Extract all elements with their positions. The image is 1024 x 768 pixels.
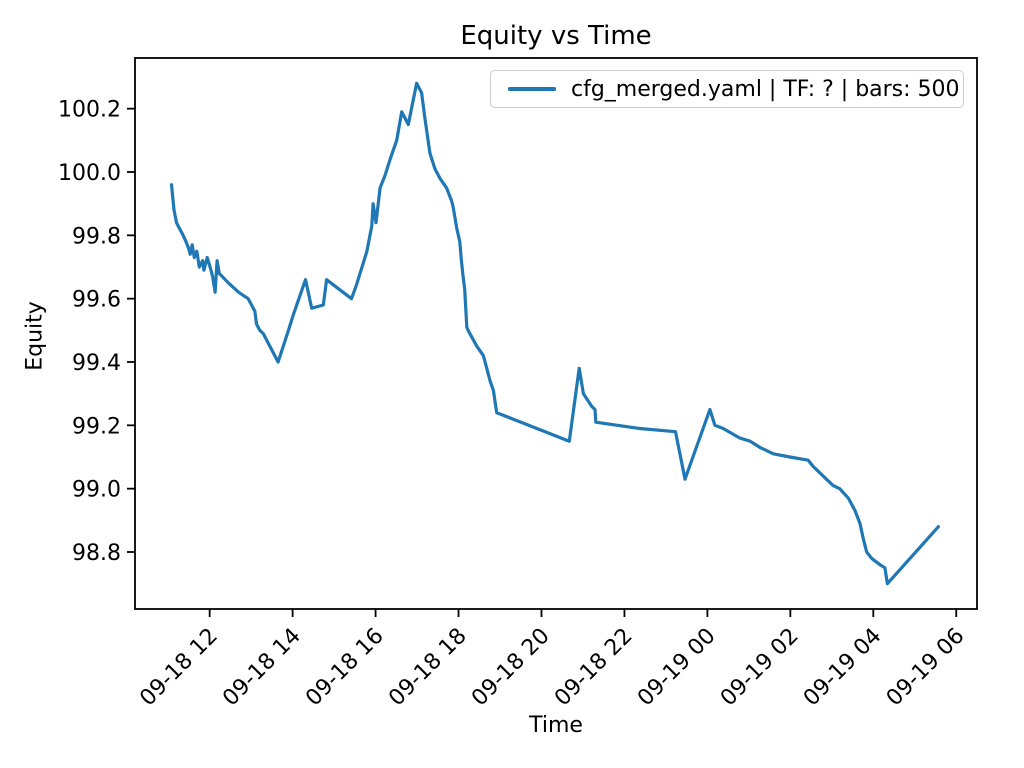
axes-frame — [134, 57, 978, 610]
y-tick-label: 99.4 — [72, 351, 121, 376]
y-tick-label: 99.0 — [72, 478, 121, 503]
x-tick-label: 09-19 02 — [716, 624, 804, 712]
y-tick-label: 100.2 — [58, 98, 121, 123]
x-tick-label: 09-18 16 — [301, 624, 389, 712]
x-axis-label: Time — [529, 713, 583, 738]
y-tick-label: 98.8 — [72, 541, 121, 566]
legend-line-sample — [508, 87, 556, 91]
x-tick-label: 09-18 20 — [467, 624, 555, 712]
x-tick-label: 09-18 12 — [135, 624, 223, 712]
x-tick-label: 09-19 00 — [633, 624, 721, 712]
x-tick-label: 09-18 22 — [550, 624, 638, 712]
x-tick-label: 09-18 18 — [384, 624, 472, 712]
y-tick-label: 99.2 — [72, 414, 121, 439]
legend-label: cfg_merged.yaml | TF: ? | bars: 500 — [571, 76, 960, 102]
x-tick-label: 09-18 14 — [218, 624, 306, 712]
legend-box: cfg_merged.yaml | TF: ? | bars: 500 — [490, 70, 964, 108]
y-tick-label: 99.6 — [72, 288, 121, 313]
y-tick-label: 99.8 — [72, 224, 121, 249]
equity-line — [169, 81, 941, 586]
chart-title: Equity vs Time — [460, 21, 652, 51]
y-tick-label: 100.0 — [58, 161, 121, 186]
x-tick-label: 09-19 06 — [882, 624, 970, 712]
x-tick-label: 09-19 04 — [799, 624, 887, 712]
